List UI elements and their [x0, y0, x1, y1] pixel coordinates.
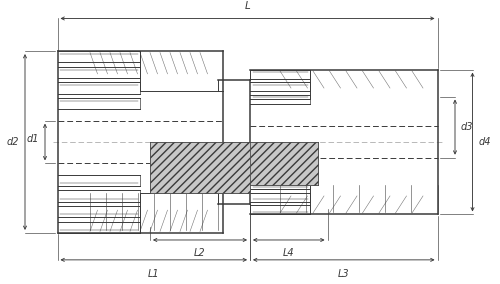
Bar: [150, 142, 250, 193]
Text: L4: L4: [283, 248, 294, 258]
Text: L1: L1: [148, 269, 160, 279]
Text: d2: d2: [6, 137, 19, 147]
Text: L: L: [244, 1, 250, 11]
Text: d4: d4: [478, 137, 491, 147]
Text: d3: d3: [461, 122, 473, 132]
Text: L3: L3: [338, 269, 349, 279]
Text: L2: L2: [194, 248, 206, 258]
Bar: [250, 142, 318, 185]
Text: d1: d1: [26, 134, 39, 144]
